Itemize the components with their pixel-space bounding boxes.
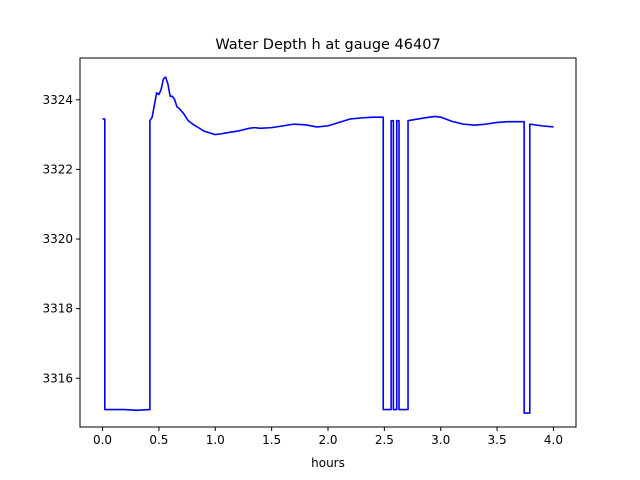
y-tick-label: 3318	[42, 302, 73, 316]
series-layer	[102, 76, 554, 414]
x-ticks: 0.0 0.5 1.0 1.5 2.0 2.5 3.0 3.5 4.0	[93, 427, 563, 447]
series-line-0	[102, 76, 554, 414]
chart-title: Water Depth h at gauge 46407	[215, 37, 440, 53]
y-tick-label: 3320	[42, 232, 73, 246]
x-tick-label: 2.0	[318, 433, 337, 447]
plot-area	[80, 58, 576, 427]
x-tick-label: 0.5	[149, 433, 168, 447]
x-tick-label: 1.5	[262, 433, 281, 447]
y-tick-label: 3316	[42, 371, 73, 385]
x-tick-label: 3.5	[488, 433, 507, 447]
y-tick-label: 3322	[42, 162, 73, 176]
x-axis-label: hours	[311, 456, 345, 470]
x-tick-label: 3.0	[431, 433, 450, 447]
x-tick-label: 1.0	[206, 433, 225, 447]
x-tick-label: 4.0	[544, 433, 563, 447]
x-tick-label: 0.0	[93, 433, 112, 447]
x-tick-label: 2.5	[375, 433, 394, 447]
y-ticks: 3316 3318 3320 3322 3324	[42, 93, 80, 385]
y-tick-label: 3324	[42, 93, 73, 107]
plot-frame	[79, 57, 577, 428]
